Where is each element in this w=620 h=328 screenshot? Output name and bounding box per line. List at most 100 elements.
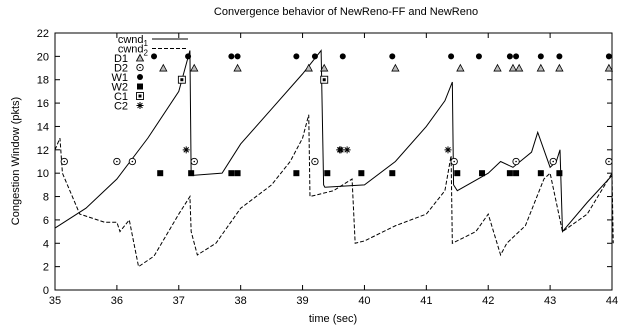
y-tick-label: 14 — [37, 121, 49, 133]
x-tick-label: 38 — [235, 295, 247, 307]
marker-w2 — [389, 170, 396, 177]
y-tick-label: 12 — [37, 145, 49, 157]
marker-d1 — [190, 63, 199, 72]
y-tick-label: 6 — [43, 215, 49, 227]
marker-w1 — [513, 53, 520, 60]
marker-d2 — [311, 157, 319, 166]
x-tick-label: 37 — [173, 295, 185, 307]
legend-swatch-w2 — [137, 83, 143, 90]
marker-layer — [60, 53, 614, 177]
marker-w2 — [556, 170, 563, 177]
marker-w2 — [479, 170, 486, 177]
marker-c1 — [320, 75, 329, 84]
marker-w2 — [293, 170, 300, 177]
marker-w2 — [358, 170, 365, 177]
marker-w1 — [475, 53, 482, 60]
x-tick-label: 36 — [111, 295, 123, 307]
marker-w2 — [537, 170, 544, 177]
legend-label-d2: D2 — [114, 63, 128, 75]
y-tick-label: 4 — [43, 238, 49, 250]
x-axis: 35 36 37 38 39 40 41 42 43 44 — [49, 33, 618, 307]
marker-d1 — [514, 63, 524, 72]
marker-w1 — [389, 53, 396, 60]
marker-d1 — [320, 63, 329, 72]
legend-swatch-d2 — [136, 63, 144, 72]
y-tick-label: 2 — [43, 262, 49, 274]
x-tick-label: 39 — [296, 295, 308, 307]
y-tick-label: 0 — [43, 285, 49, 297]
marker-d1 — [555, 63, 564, 72]
legend-swatch-w1 — [137, 74, 143, 80]
marker-w1 — [185, 53, 192, 60]
marker-w1 — [448, 53, 455, 60]
legend-label-cwnd1: cwnd1 — [118, 34, 149, 48]
legend-label-d1: D1 — [114, 53, 128, 65]
x-tick-label: 35 — [49, 295, 61, 307]
x-tick-label: 44 — [606, 295, 618, 307]
series-line-cwnd2 — [54, 114, 614, 268]
marker-d2 — [128, 157, 137, 166]
marker-d2 — [60, 157, 68, 166]
marker-w2 — [513, 170, 520, 177]
chart-title: Convergence behavior of NewReno-FF and N… — [214, 6, 478, 18]
marker-w2 — [188, 170, 195, 177]
marker-c2 — [444, 146, 452, 154]
legend-swatch-c1 — [136, 92, 144, 100]
marker-w2 — [454, 170, 461, 177]
marker-w2 — [506, 170, 513, 177]
marker-w1 — [506, 53, 513, 60]
marker-d1 — [508, 63, 518, 72]
y-tick-label: 16 — [37, 98, 49, 110]
marker-d1 — [159, 63, 168, 72]
y-tick-label: 8 — [43, 192, 49, 204]
marker-d1 — [456, 63, 465, 72]
y-axis: 0 2 4 6 8 10 12 14 16 18 20 22 — [37, 28, 612, 297]
marker-d2 — [605, 157, 613, 166]
marker-d2 — [113, 157, 121, 166]
marker-w1 — [293, 53, 300, 60]
marker-d1 — [604, 63, 614, 72]
marker-c2 — [337, 146, 345, 154]
marker-w1 — [234, 53, 241, 60]
marker-c2 — [182, 146, 190, 154]
legend-label-w2: W2 — [112, 82, 129, 94]
marker-w1 — [339, 53, 346, 60]
plot-frame — [54, 32, 613, 291]
marker-w2 — [324, 170, 331, 177]
marker-w1 — [556, 53, 563, 60]
series-layer — [54, 49, 614, 268]
x-tick-label: 41 — [420, 295, 432, 307]
marker-d1 — [233, 63, 242, 72]
x-tick-label: 40 — [358, 295, 370, 307]
legend-label-c2: C2 — [114, 101, 128, 113]
legend-swatch-d1 — [135, 53, 145, 62]
x-tick-label: 43 — [544, 295, 556, 307]
marker-d2 — [512, 157, 520, 166]
marker-w1 — [605, 53, 612, 60]
marker-w2 — [228, 170, 235, 177]
y-axis-label: Congestion Window (pkts) — [10, 97, 22, 225]
marker-d2 — [190, 157, 198, 166]
marker-d1 — [536, 63, 545, 72]
marker-d1 — [493, 63, 502, 72]
y-tick-label: 10 — [37, 168, 49, 180]
legend-swatch-c2 — [136, 102, 144, 109]
marker-w1 — [151, 53, 158, 60]
marker-c2 — [343, 146, 351, 154]
series-line-cwnd1 — [54, 49, 613, 233]
marker-c1 — [177, 75, 186, 84]
marker-w2 — [157, 170, 164, 177]
legend-label-cwnd2: cwnd2 — [118, 44, 149, 58]
marker-w1 — [311, 53, 318, 60]
y-tick-label: 20 — [37, 51, 49, 63]
legend-label-c1: C1 — [114, 91, 128, 103]
legend-label-w1: W1 — [112, 72, 129, 84]
x-axis-label: time (sec) — [309, 313, 357, 325]
x-tick-label: 42 — [482, 295, 494, 307]
marker-d1 — [391, 63, 400, 72]
marker-w1 — [228, 53, 235, 60]
y-tick-label: 22 — [37, 28, 49, 40]
marker-w2 — [234, 170, 241, 177]
